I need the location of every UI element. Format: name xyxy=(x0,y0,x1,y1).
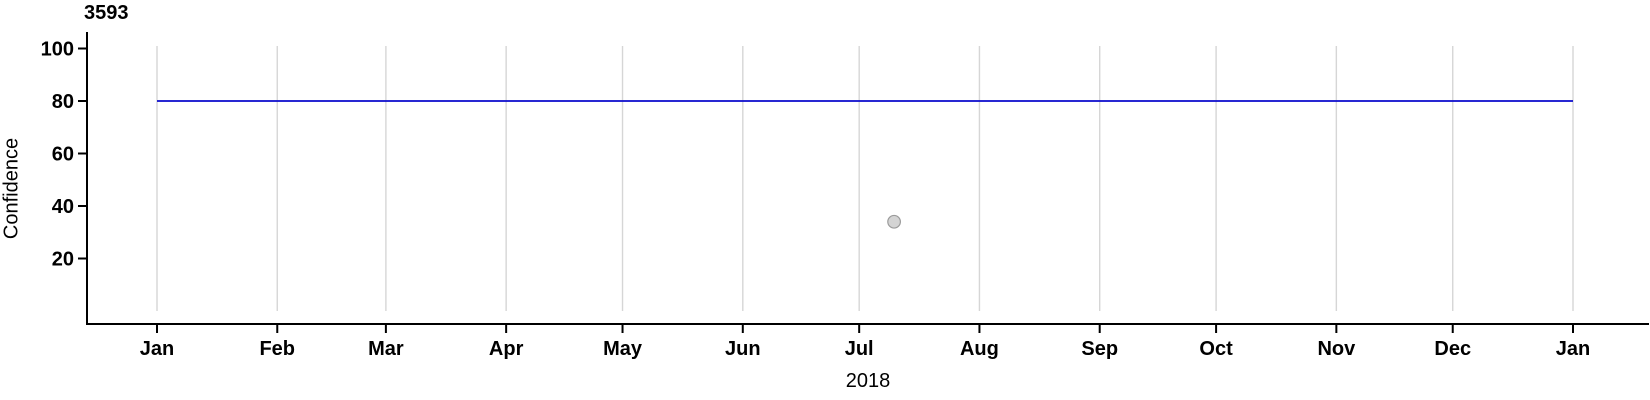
chart-title: 3593 xyxy=(84,2,129,24)
x-tick-label: Jan xyxy=(1556,338,1590,360)
x-tick-label: Aug xyxy=(960,338,999,360)
y-tick-label: 60 xyxy=(52,144,74,166)
x-tick-label: Jan xyxy=(140,338,174,360)
data-point xyxy=(887,214,901,229)
x-tick-label: Mar xyxy=(368,338,404,360)
y-tick-label: 20 xyxy=(52,249,74,271)
x-tick-label: Apr xyxy=(489,338,524,360)
x-tick-label: Jul xyxy=(845,338,874,360)
x-tick-label: Jun xyxy=(725,338,761,360)
x-tick-label: Nov xyxy=(1317,338,1356,360)
y-axis-title: Confidence xyxy=(0,137,23,240)
x-tick-label: Feb xyxy=(259,338,295,360)
y-tick-label: 100 xyxy=(41,39,74,61)
x-tick-label: Oct xyxy=(1199,338,1233,360)
x-axis-title: 2018 xyxy=(845,370,891,392)
y-tick-label: 80 xyxy=(52,91,74,113)
y-tick-label: 40 xyxy=(52,196,74,218)
x-tick-label: Sep xyxy=(1081,338,1118,360)
x-tick-label: Dec xyxy=(1434,338,1471,360)
x-tick-label: May xyxy=(603,338,643,360)
